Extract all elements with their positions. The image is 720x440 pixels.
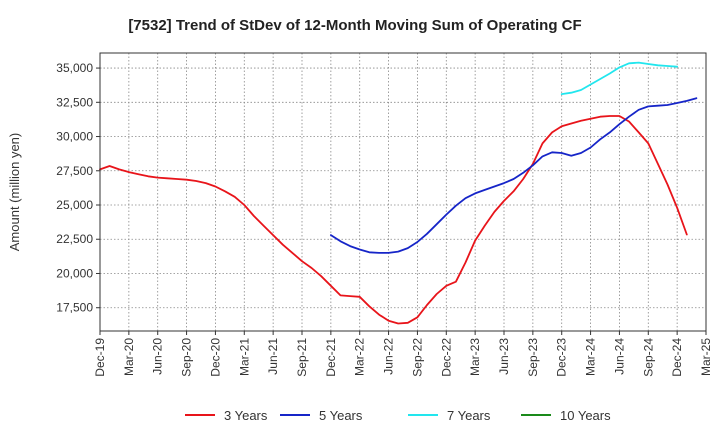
y-axis-label: Amount (million yen) [7,133,22,252]
y-tick-label: 32,500 [56,95,93,109]
y-tick-label: 30,000 [56,130,93,144]
x-tick-label: Jun-20 [151,338,165,375]
y-tick-label: 22,500 [56,232,93,246]
x-tick-label: Dec-23 [555,338,569,377]
x-tick-label: Mar-23 [468,338,482,376]
plot-area [100,53,706,331]
y-tick-label: 27,500 [56,164,93,178]
x-tick-label: Jun-21 [266,338,280,375]
legend: 3 Years 5 Years 7 Years 10 Years [185,408,611,423]
x-tick-label: Sep-20 [180,338,194,377]
gridlines [99,53,707,331]
y-axis-ticks: 17,500 20,000 22,500 25,000 27,500 30,000 32,5… [56,61,100,315]
x-tick-label: Sep-21 [295,338,309,377]
x-tick-label: Dec-19 [93,338,107,377]
x-tick-label: Jun-23 [497,338,511,375]
series-lines [99,61,698,325]
series-line-7-years [560,61,678,95]
x-tick-label: Sep-22 [410,338,424,377]
y-tick-label: 25,000 [56,198,93,212]
series-line-3-years [99,115,688,325]
y-tick-label: 17,500 [56,301,93,315]
series-line-5-years [329,97,698,254]
legend-label-3-years: 3 Years [224,408,268,423]
y-tick-label: 35,000 [56,61,93,75]
x-tick-label: Mar-22 [353,338,367,376]
x-tick-label: Dec-21 [324,338,338,377]
x-axis-ticks: Dec-19 Mar-20 Jun-20 Sep-20 Dec-20 Mar-21 Jun-… [93,331,713,377]
x-tick-label: Mar-20 [122,338,136,376]
x-tick-label: Sep-23 [526,338,540,377]
legend-label-7-years: 7 Years [447,408,491,423]
x-tick-label: Jun-22 [382,338,396,375]
x-tick-label: Dec-20 [208,338,222,377]
x-tick-label: Mar-21 [237,338,251,376]
y-tick-label: 20,000 [56,266,93,280]
plot-border [99,52,707,332]
x-tick-label: Dec-24 [670,338,684,377]
x-tick-label: Dec-22 [439,338,453,377]
x-tick-label: Mar-24 [584,338,598,376]
x-tick-label: Mar-25 [699,338,713,376]
legend-label-5-years: 5 Years [319,408,363,423]
legend-label-10-years: 10 Years [560,408,611,423]
x-tick-label: Sep-24 [641,338,655,377]
chart-title: [7532] Trend of StDev of 12-Month Moving… [128,17,581,34]
x-tick-label: Jun-24 [612,338,626,375]
